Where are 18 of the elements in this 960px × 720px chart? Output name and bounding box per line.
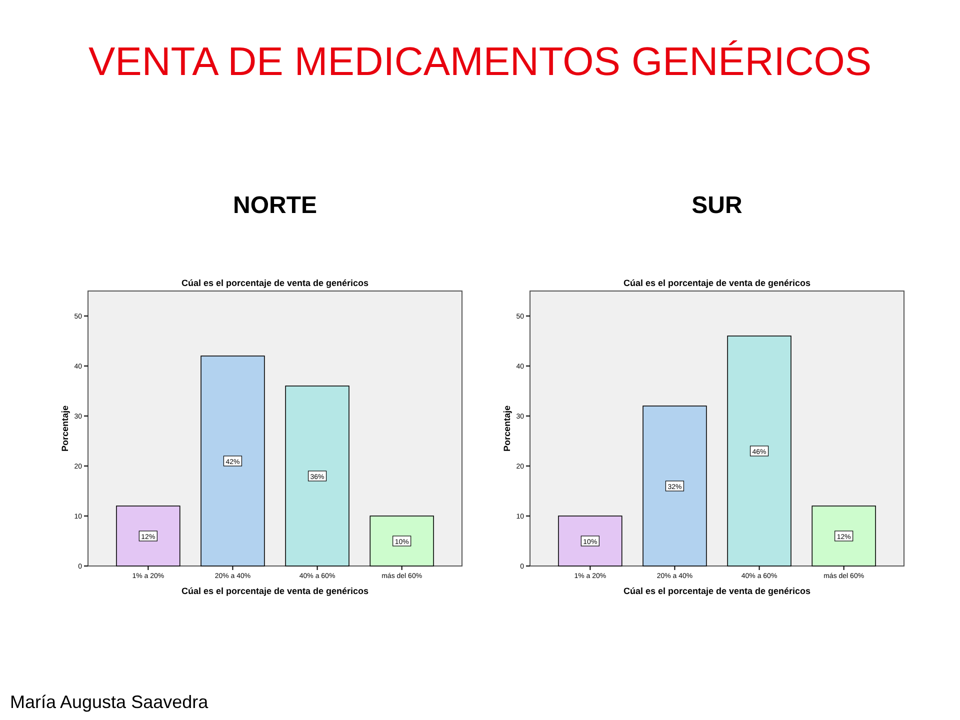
text: VENTA DE MEDICAMENTOS GENÉRICOS [88, 40, 872, 84]
y-axis-title: Porcentaje [502, 405, 512, 452]
bar [285, 386, 350, 566]
bar [558, 516, 622, 566]
chart-subtitle: SUR [692, 192, 742, 219]
bar [812, 506, 876, 566]
bar [370, 516, 434, 566]
chart-title: Cúal es el porcentaje de venta de genéricos [181, 278, 369, 288]
chart-subtitle: NORTE [233, 192, 317, 219]
chart-title: Cúal es el porcentaje de venta de genéricos [623, 278, 811, 288]
y-axis-title: Porcentaje [60, 405, 70, 452]
x-axis-title: Cúal es el porcentaje de venta de genéricos [623, 586, 811, 596]
bar [727, 336, 792, 566]
bar [642, 406, 707, 566]
x-axis-title: Cúal es el porcentaje de venta de genéricos [181, 586, 369, 596]
bar [200, 356, 265, 566]
text: María Augusta Saavedra [10, 692, 210, 712]
bar [116, 506, 180, 566]
